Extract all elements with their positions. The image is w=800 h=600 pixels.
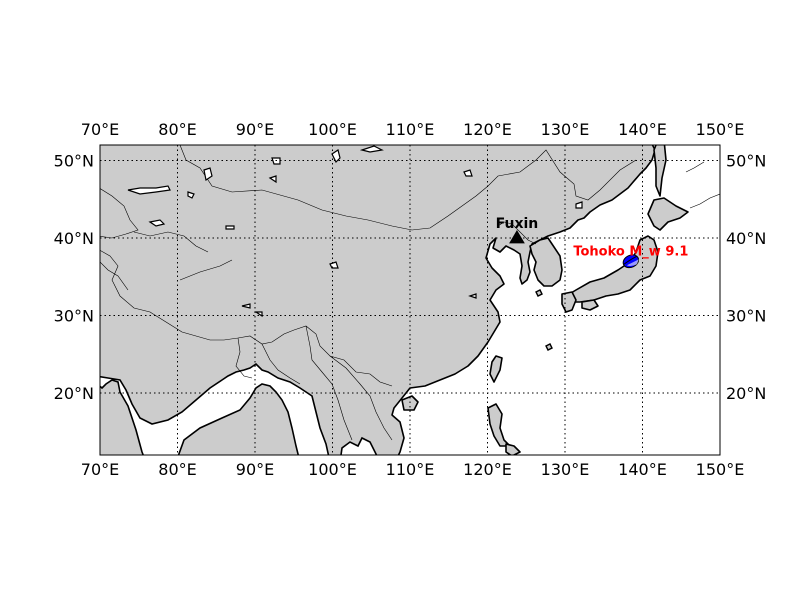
taiwan (489, 355, 503, 383)
lon-tick-label-bottom: 110°E (386, 460, 435, 479)
lon-tick-label-bottom: 150°E (696, 460, 745, 479)
kamchatka-coast (685, 161, 705, 173)
japan-hokkaido (647, 197, 689, 231)
lon-tick-label-bottom: 100°E (308, 460, 357, 479)
lat-tick-label-right: 50°N (726, 152, 766, 171)
event-marker: Tohoko M_w 9.1 (573, 244, 688, 269)
land-layer (100, 145, 720, 455)
event-label: Tohoko M_w 9.1 (573, 244, 688, 259)
japan-shikoku (581, 299, 599, 311)
lat-labels-right: 20°N 30°N 40°N 50°N (726, 152, 766, 404)
lat-tick-label-right: 20°N (726, 384, 766, 403)
philippines-visayas (505, 443, 521, 455)
lon-tick-label-bottom: 130°E (541, 460, 590, 479)
bay-of-bengal (100, 362, 330, 455)
beachball-dilatation (626, 259, 639, 267)
ryukyu-2 (535, 289, 543, 297)
lon-tick-label-top: 100°E (308, 120, 357, 139)
beachball-icon (622, 254, 640, 269)
lat-tick-label-right: 30°N (726, 307, 766, 326)
station-marker: Fuxin (496, 216, 539, 244)
map-frame (99, 144, 721, 456)
lon-tick-label-top: 140°E (618, 120, 667, 139)
lon-tick-label-top: 110°E (386, 120, 435, 139)
country-borders (100, 145, 637, 441)
lon-tick-label-bottom: 70°E (81, 460, 119, 479)
sakhalin (653, 145, 667, 197)
triangle-icon (509, 230, 525, 244)
beachball-nodal-plane (623, 255, 638, 265)
philippines-luzon (487, 403, 511, 447)
lon-labels-top: 70°E 80°E 90°E 100°E 110°E 120°E 130°E 140°E 150… (81, 120, 745, 139)
ryukyu-1 (545, 343, 553, 351)
lat-tick-label-left: 30°N (54, 307, 94, 326)
korean-peninsula (529, 237, 563, 287)
lat-tick-label-left: 50°N (54, 152, 94, 171)
japan-honshu (565, 235, 659, 303)
lat-labels-left: 20°N 30°N 40°N 50°N (54, 152, 94, 404)
lon-tick-label-bottom: 80°E (158, 460, 196, 479)
lat-tick-label-left: 40°N (54, 229, 94, 248)
lon-tick-label-bottom: 120°E (463, 460, 512, 479)
lat-tick-label-left: 20°N (54, 384, 94, 403)
lakes (127, 145, 583, 318)
lon-tick-label-top: 70°E (81, 120, 119, 139)
kuril-islands (689, 193, 720, 209)
gulf-of-thailand (340, 436, 378, 455)
lon-tick-label-top: 80°E (158, 120, 196, 139)
lon-tick-label-top: 90°E (236, 120, 274, 139)
lon-tick-label-top: 130°E (541, 120, 590, 139)
lon-tick-label-top: 120°E (463, 120, 512, 139)
station-label: Fuxin (496, 216, 539, 232)
lat-tick-label-right: 40°N (726, 229, 766, 248)
lon-labels-bottom: 70°E 80°E 90°E 100°E 110°E 120°E 130°E 140°E 150… (81, 460, 745, 479)
lon-tick-label-bottom: 140°E (618, 460, 667, 479)
lon-tick-label-top: 150°E (696, 120, 745, 139)
lon-tick-label-bottom: 90°E (236, 460, 274, 479)
